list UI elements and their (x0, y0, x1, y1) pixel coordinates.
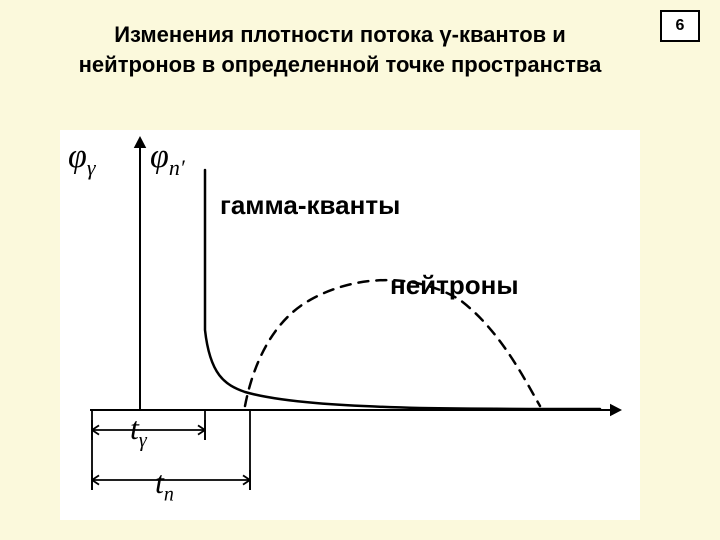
t-n-sub: n (164, 483, 174, 505)
page-number-text: 6 (676, 17, 685, 35)
t-gamma-label: tγ (130, 410, 147, 452)
t-n-label: tn (155, 464, 174, 506)
phi-gamma-sub: γ (87, 155, 96, 180)
t-gamma-main: t (130, 410, 139, 446)
chart-svg (60, 130, 640, 520)
phi-gamma-label: φγ (68, 138, 95, 181)
chart-container: φγ φn′ гамма-кванты нейтроны tγ tn (60, 130, 640, 520)
phi-gamma-main: φ (68, 138, 87, 175)
neutron-curve-label: нейтроны (390, 270, 519, 301)
t-gamma-sub: γ (139, 429, 147, 451)
title-line-1: Изменения плотности потока γ-квантов и (114, 22, 566, 47)
phi-n-main: φ (150, 138, 169, 175)
title-line-2: нейтронов в определенной точке пространс… (79, 52, 602, 77)
t-n-main: t (155, 464, 164, 500)
page-number-badge: 6 (660, 10, 700, 42)
phi-n-label: φn′ (150, 138, 185, 181)
slide-title: Изменения плотности потока γ-квантов и н… (60, 20, 620, 79)
gamma-curve-label: гамма-кванты (220, 190, 400, 221)
phi-n-sub: n′ (169, 155, 185, 180)
